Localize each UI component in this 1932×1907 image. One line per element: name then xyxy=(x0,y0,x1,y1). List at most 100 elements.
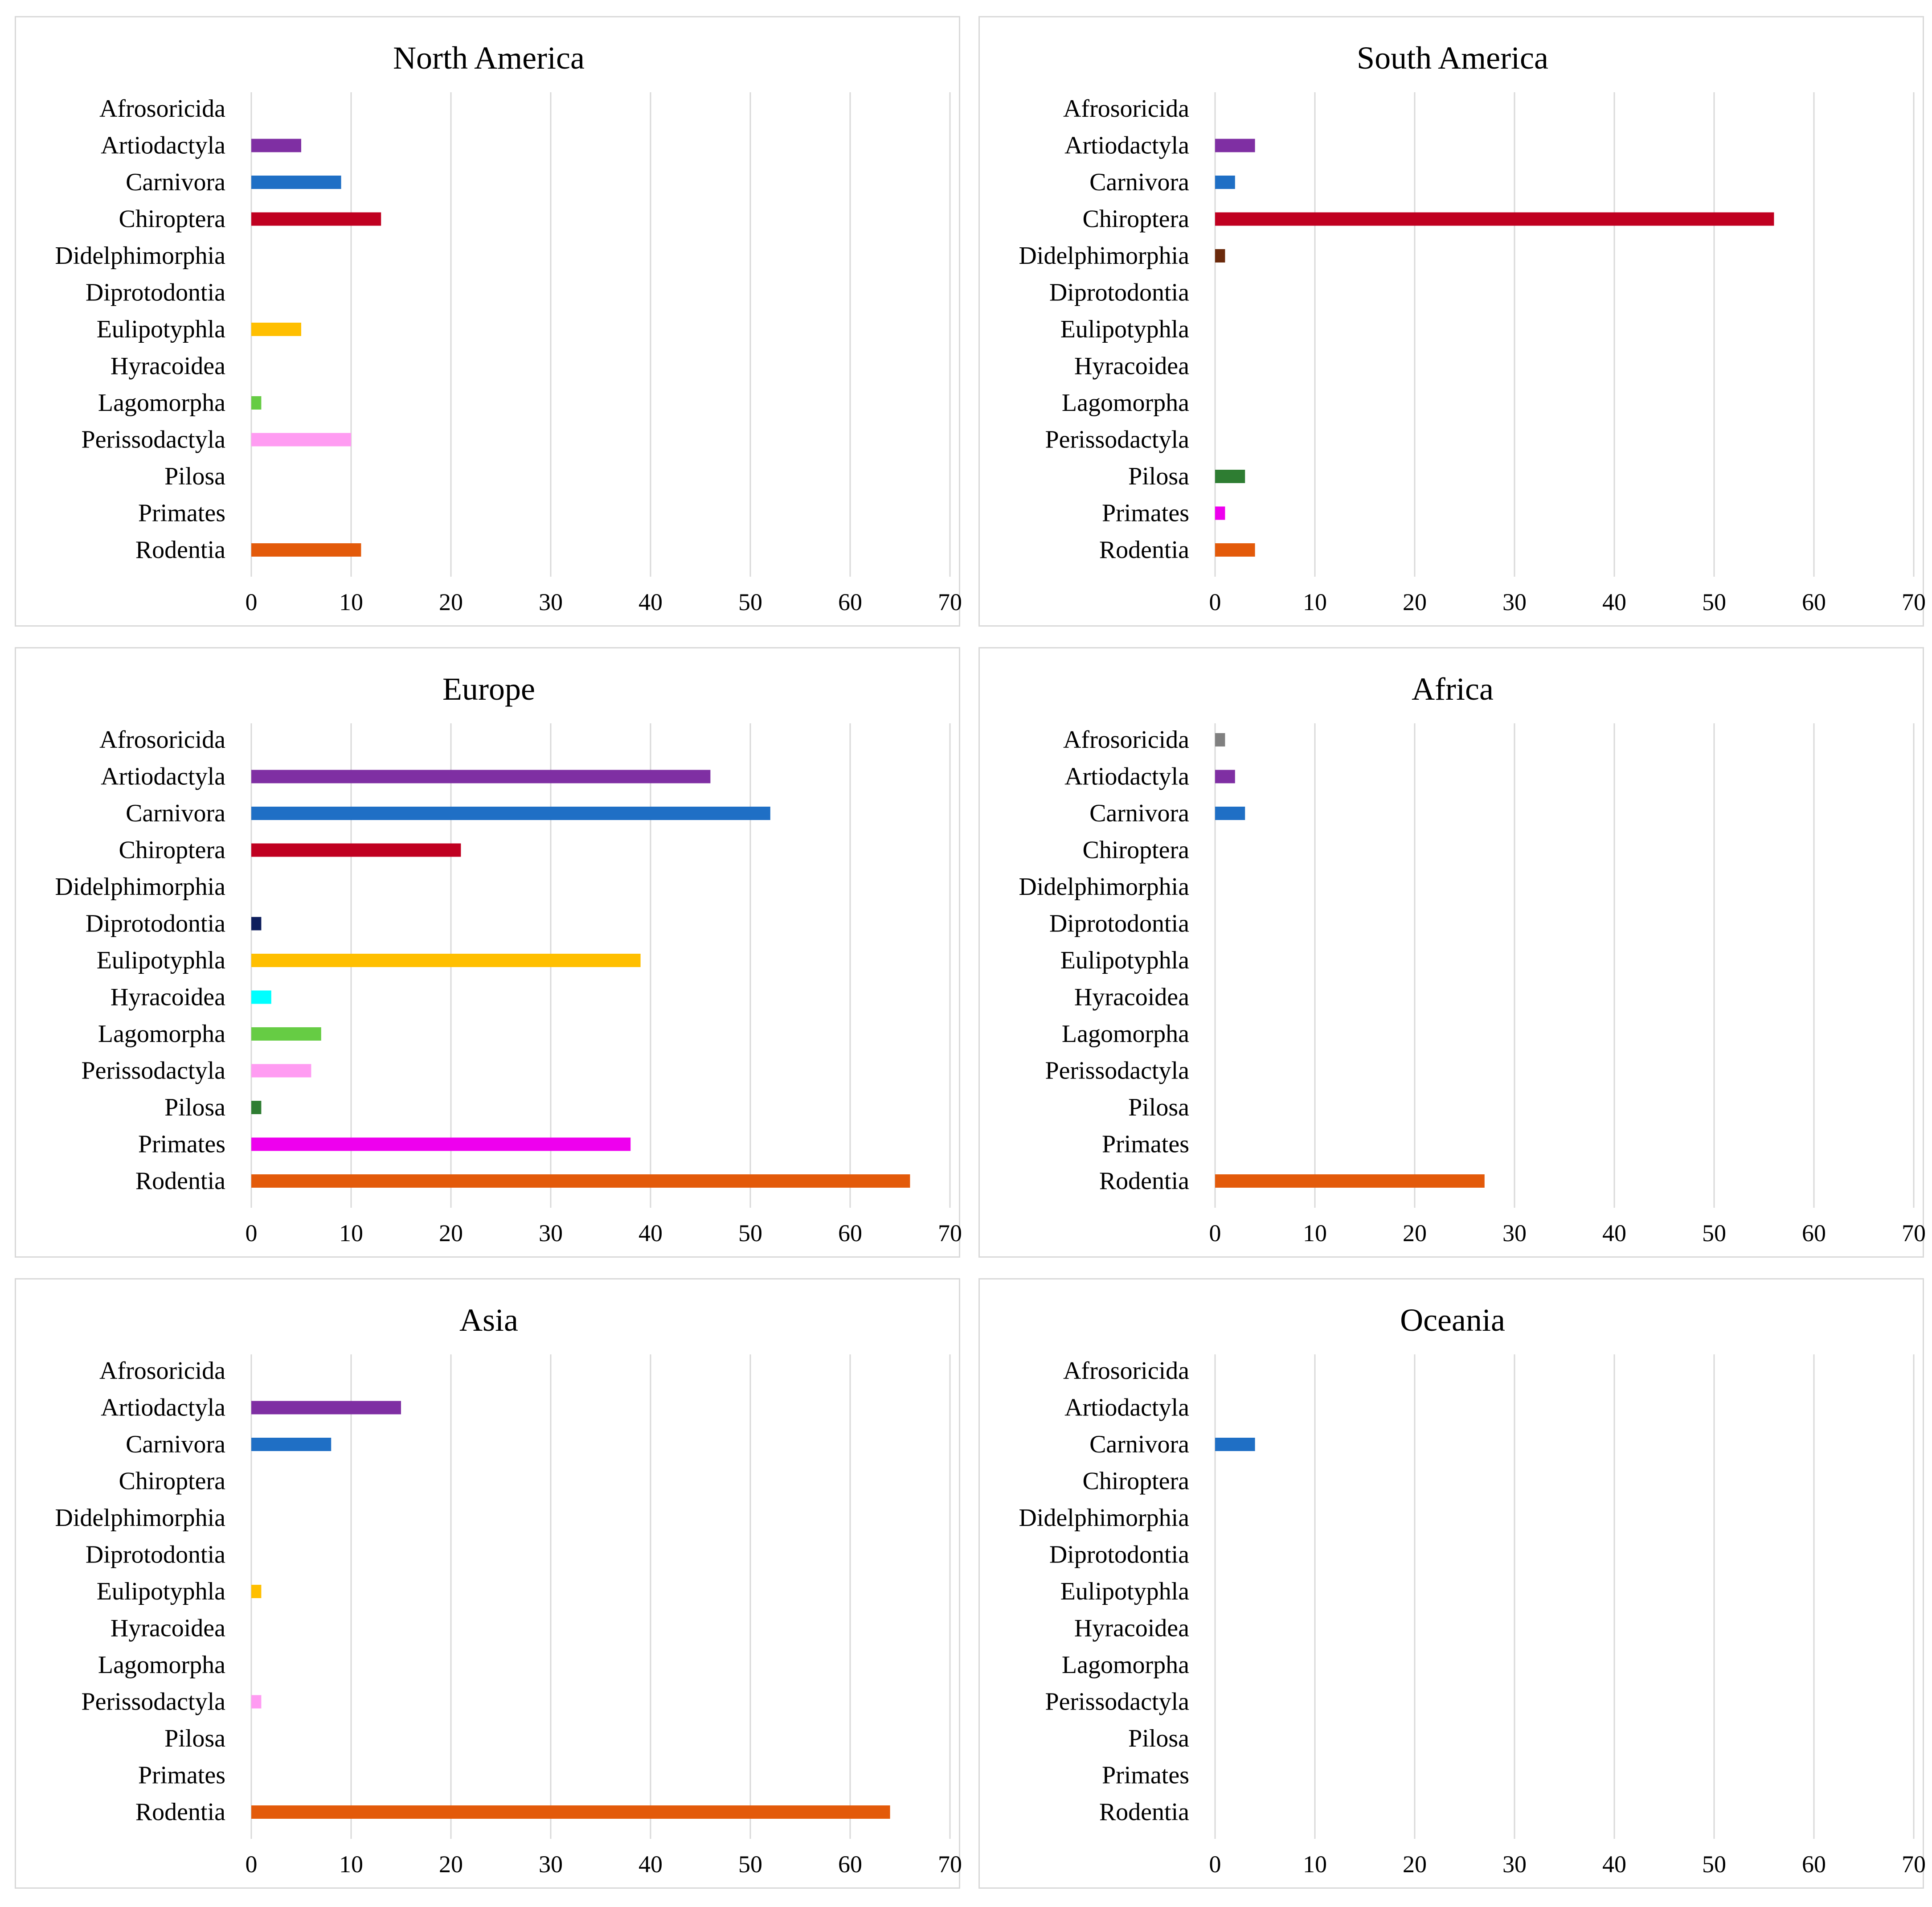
category-label-rodentia: Rodentia xyxy=(1099,536,1189,564)
category-label-primates: Primates xyxy=(138,500,225,527)
bar-chart-svg: South America Afrosoricida Artiodactyla Car… xyxy=(1019,40,1926,615)
chart-title: North America xyxy=(393,40,585,76)
x-tick-label: 40 xyxy=(639,1851,663,1878)
category-label-chiroptera: Chiroptera xyxy=(1083,205,1190,233)
x-tick-label: 10 xyxy=(339,1220,363,1247)
bar-carnivora xyxy=(251,1438,332,1451)
category-label-artiodactyla: Artiodactyla xyxy=(1064,132,1189,160)
x-tick-label: 30 xyxy=(539,589,563,615)
x-tick-label: 60 xyxy=(838,1220,862,1247)
bar-chiroptera xyxy=(251,212,381,226)
category-label-lagomorpha: Lagomorpha xyxy=(98,1020,225,1048)
x-tick-label: 70 xyxy=(1902,589,1926,615)
category-label-primates: Primates xyxy=(138,1762,225,1789)
category-label-chiroptera: Chiroptera xyxy=(119,837,226,864)
category-label-hyracoidea: Hyracoidea xyxy=(1074,984,1189,1011)
bar-eulipotyphla xyxy=(251,954,641,967)
bar-primates xyxy=(1215,506,1225,520)
bar-chart-svg: North America Afrosoricida Artiodactyla Car… xyxy=(55,40,962,615)
bar-carnivora xyxy=(1215,807,1245,820)
chart-panel-africa: Africa Afrosoricida Artiodactyla Carnivora C… xyxy=(978,647,1926,1258)
category-label-carnivora: Carnivora xyxy=(1089,168,1189,196)
x-tick-label: 60 xyxy=(1802,1851,1826,1878)
bar-lagomorpha xyxy=(251,396,262,410)
category-label-lagomorpha: Lagomorpha xyxy=(1062,1651,1189,1679)
category-label-artiodactyla: Artiodactyla xyxy=(1064,763,1189,791)
x-tick-label: 20 xyxy=(1403,1220,1427,1247)
x-tick-label: 60 xyxy=(1802,1220,1826,1247)
category-label-lagomorpha: Lagomorpha xyxy=(98,1651,225,1679)
category-label-perissodactyla: Perissodactyla xyxy=(1045,1688,1190,1716)
category-label-primates: Primates xyxy=(1102,1762,1189,1789)
bar-perissodactyla xyxy=(251,433,351,447)
category-label-hyracoidea: Hyracoidea xyxy=(1074,353,1189,380)
x-tick-label: 0 xyxy=(246,1220,258,1247)
bar-rodentia xyxy=(1215,1174,1485,1188)
category-label-artiodactyla: Artiodactyla xyxy=(101,132,225,160)
category-label-pilosa: Pilosa xyxy=(164,463,225,490)
x-tick-label: 0 xyxy=(1209,589,1221,615)
category-label-pilosa: Pilosa xyxy=(1128,1725,1189,1752)
category-label-perissodactyla: Perissodactyla xyxy=(82,426,226,454)
x-tick-label: 70 xyxy=(938,589,962,615)
x-tick-label: 40 xyxy=(639,1220,663,1247)
x-tick-label: 50 xyxy=(1702,1220,1726,1247)
category-label-didelphimorphia: Didelphimorphia xyxy=(1019,1504,1189,1532)
x-tick-label: 10 xyxy=(1303,1220,1327,1247)
bar-hyracoidea xyxy=(251,990,271,1004)
x-tick-label: 10 xyxy=(1303,1851,1327,1878)
x-tick-label: 70 xyxy=(1902,1851,1926,1878)
x-tick-label: 10 xyxy=(1303,589,1327,615)
category-label-primates: Primates xyxy=(138,1131,225,1158)
chart-panel-north-america: North America Afrosoricida Artiodactyla Car… xyxy=(15,16,962,627)
bar-rodentia xyxy=(1215,543,1255,557)
category-label-afrosoricida: Afrosoricida xyxy=(99,726,225,754)
category-label-lagomorpha: Lagomorpha xyxy=(98,389,225,417)
category-label-primates: Primates xyxy=(1102,1131,1189,1158)
category-label-carnivora: Carnivora xyxy=(126,1431,225,1458)
x-tick-label: 20 xyxy=(439,589,463,615)
category-label-afrosoricida: Afrosoricida xyxy=(1063,726,1189,754)
x-tick-label: 50 xyxy=(738,1851,762,1878)
category-label-carnivora: Carnivora xyxy=(126,800,225,827)
category-label-perissodactyla: Perissodactyla xyxy=(82,1688,226,1716)
chart-panel-oceania: Oceania Afrosoricida Artiodactyla Carnivora… xyxy=(978,1278,1926,1889)
category-label-artiodactyla: Artiodactyla xyxy=(101,763,225,791)
x-tick-label: 60 xyxy=(838,589,862,615)
category-label-artiodactyla: Artiodactyla xyxy=(101,1394,225,1422)
category-label-carnivora: Carnivora xyxy=(1089,800,1189,827)
x-tick-label: 40 xyxy=(639,589,663,615)
category-label-pilosa: Pilosa xyxy=(164,1725,225,1752)
chart-title: Africa xyxy=(1412,671,1494,707)
chart-panel-asia: Asia Afrosoricida Artiodactyla Carnivora Chi… xyxy=(15,1278,962,1889)
chart-title: Asia xyxy=(459,1302,518,1338)
x-tick-label: 40 xyxy=(1602,589,1626,615)
category-label-didelphimorphia: Didelphimorphia xyxy=(1019,873,1189,901)
bar-chiroptera xyxy=(1215,212,1774,226)
bar-pilosa xyxy=(1215,470,1245,483)
x-tick-label: 0 xyxy=(246,1851,258,1878)
bar-chart-svg: Europe Afrosoricida Artiodactyla Carnivora C… xyxy=(55,671,962,1247)
category-label-afrosoricida: Afrosoricida xyxy=(99,95,225,123)
x-tick-label: 50 xyxy=(1702,589,1726,615)
category-label-rodentia: Rodentia xyxy=(135,536,225,564)
category-label-eulipotyphla: Eulipotyphla xyxy=(97,316,225,343)
x-tick-label: 70 xyxy=(938,1851,962,1878)
category-label-pilosa: Pilosa xyxy=(1128,1094,1189,1121)
category-label-afrosoricida: Afrosoricida xyxy=(1063,95,1189,123)
x-tick-label: 0 xyxy=(1209,1851,1221,1878)
bar-lagomorpha xyxy=(251,1027,321,1041)
bar-carnivora xyxy=(251,807,770,820)
bar-primates xyxy=(251,1137,631,1151)
category-label-lagomorpha: Lagomorpha xyxy=(1062,389,1189,417)
category-label-eulipotyphla: Eulipotyphla xyxy=(97,1578,225,1605)
bar-chart-svg: Oceania Afrosoricida Artiodactyla Carnivora… xyxy=(1019,1302,1926,1878)
x-tick-label: 40 xyxy=(1602,1851,1626,1878)
category-label-chiroptera: Chiroptera xyxy=(1083,1468,1190,1495)
x-tick-label: 20 xyxy=(1403,1851,1427,1878)
x-tick-label: 30 xyxy=(539,1851,563,1878)
category-label-eulipotyphla: Eulipotyphla xyxy=(1060,316,1189,343)
x-tick-label: 0 xyxy=(246,589,258,615)
bar-didelphimorphia xyxy=(1215,249,1225,262)
x-tick-label: 10 xyxy=(339,1851,363,1878)
